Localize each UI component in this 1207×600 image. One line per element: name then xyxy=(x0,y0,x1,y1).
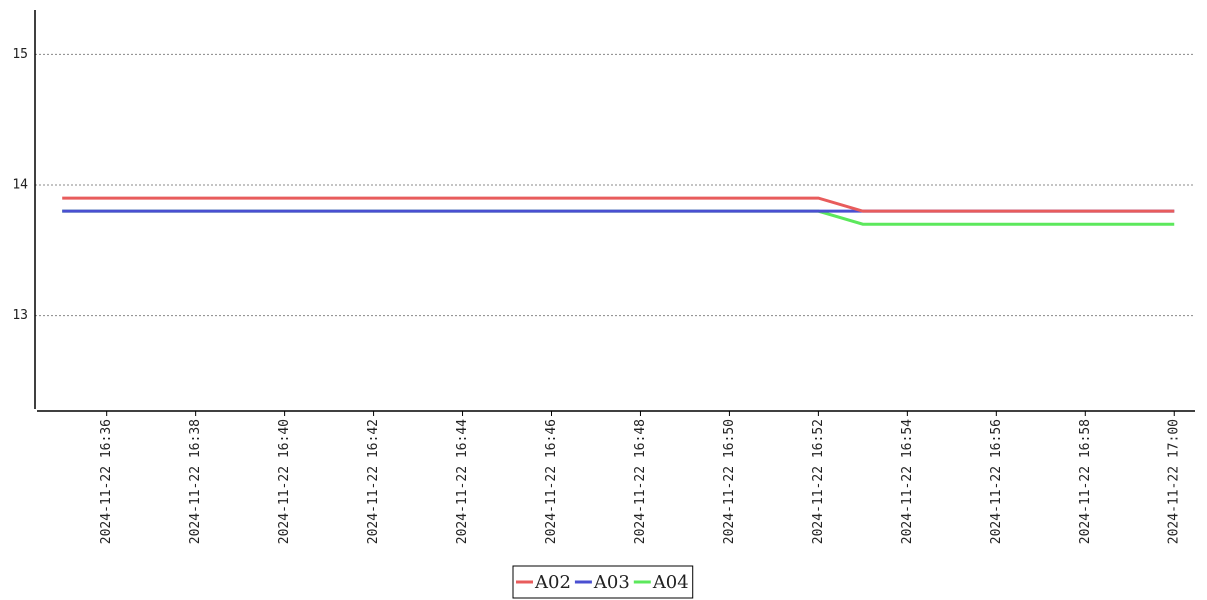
x-tick-label: 2024-11-22 16:48 xyxy=(633,419,648,544)
legend-box xyxy=(512,565,694,599)
x-tick-label: 2024-11-22 16:52 xyxy=(811,419,826,544)
x-tick-label: 2024-11-22 16:46 xyxy=(544,419,559,544)
x-tick-label: 2024-11-22 16:44 xyxy=(455,419,470,544)
x-tick-label: 2024-11-22 16:36 xyxy=(99,419,114,544)
legend: A02 A03 A04 xyxy=(512,565,694,599)
line-series xyxy=(62,209,1175,226)
x-tick-label: 2024-11-22 16:54 xyxy=(900,419,915,544)
legend-label: A02 xyxy=(534,572,571,593)
y-tick-label: 15 xyxy=(12,47,28,62)
x-tick-label: 2024-11-22 16:40 xyxy=(277,419,292,544)
x-tick-label: 2024-11-22 16:58 xyxy=(1078,419,1093,544)
x-tick-label: 2024-11-22 16:56 xyxy=(989,419,1004,544)
x-tick-label: 2024-11-22 16:42 xyxy=(366,419,381,544)
line-series xyxy=(62,196,1175,213)
y-tick-label: 14 xyxy=(12,178,28,193)
legend-label: A04 xyxy=(652,572,689,593)
legend-label: A03 xyxy=(593,572,630,593)
x-tick-label: 2024-11-22 16:50 xyxy=(722,419,737,544)
x-tick-label: 2024-11-22 16:38 xyxy=(188,419,203,544)
x-tick-label: 2024-11-22 17:00 xyxy=(1167,419,1182,544)
y-tick-label: 13 xyxy=(12,308,28,323)
